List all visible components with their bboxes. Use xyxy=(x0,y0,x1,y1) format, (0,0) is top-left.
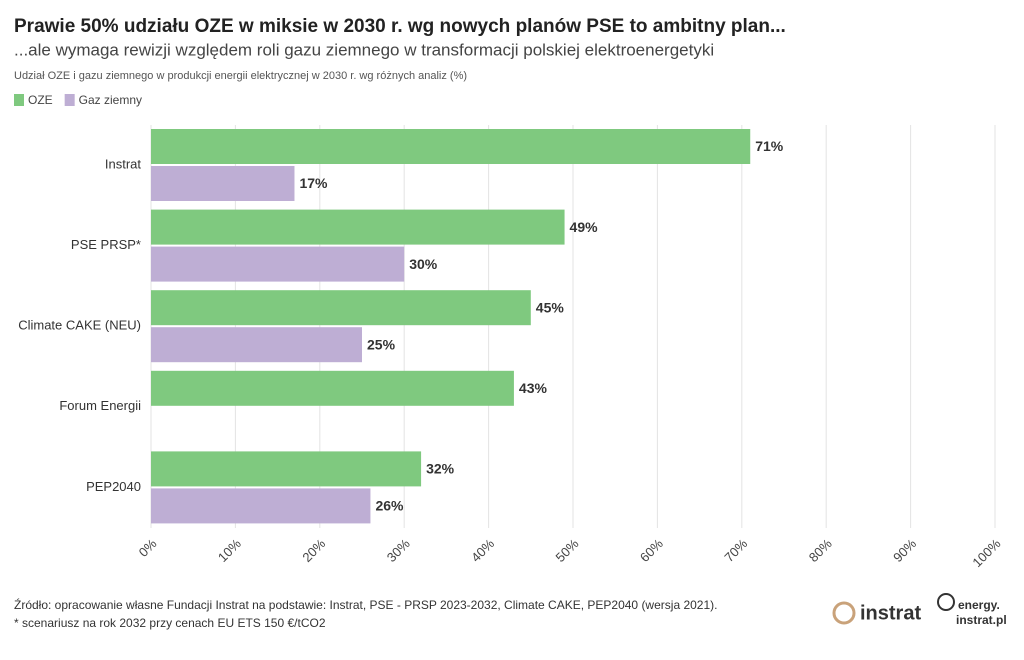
x-tick-label: 10% xyxy=(215,536,244,565)
bar xyxy=(151,129,751,164)
logo: instrat.pl xyxy=(956,613,1007,627)
note: * scenariusz na rok 2032 przy cenach EU … xyxy=(14,616,326,630)
value-label: 45% xyxy=(536,299,565,315)
logo-icon xyxy=(937,593,955,611)
legend-label: Gaz ziemny xyxy=(79,93,142,107)
x-tick-label: 50% xyxy=(553,536,582,565)
x-tick-label: 80% xyxy=(806,536,835,565)
legend-swatch xyxy=(64,94,75,106)
x-tick-label: 40% xyxy=(468,536,497,565)
x-tick-label: 30% xyxy=(384,536,413,565)
source: Źródło: opracowanie własne Fundacji Inst… xyxy=(14,597,717,612)
bar xyxy=(151,166,295,201)
value-label: 26% xyxy=(375,498,404,514)
x-tick-label: 100% xyxy=(969,536,1003,570)
value-label: 43% xyxy=(519,380,548,396)
x-tick-label: 0% xyxy=(136,536,160,560)
x-tick-label: 20% xyxy=(299,536,328,565)
y-tick-label: Forum Energii xyxy=(59,398,141,413)
y-tick-label: PEP2040 xyxy=(86,479,141,494)
axis-label: Udział OZE i gazu ziemnego w produkcji e… xyxy=(14,70,467,82)
bar xyxy=(151,246,405,282)
legend-label: OZE xyxy=(28,93,53,107)
x-tick-label: 60% xyxy=(637,536,666,565)
logo: instrat xyxy=(860,602,921,624)
x-tick-label: 90% xyxy=(890,536,919,565)
logo-icon xyxy=(832,601,856,625)
value-label: 17% xyxy=(299,175,328,191)
bar xyxy=(151,488,371,524)
value-label: 30% xyxy=(409,256,438,272)
chart-title: Prawie 50% udziału OZE w miksie w 2030 r… xyxy=(14,16,786,37)
y-tick-label: Instrat xyxy=(105,156,142,171)
bar xyxy=(151,451,422,487)
value-label: 32% xyxy=(426,461,455,477)
bar xyxy=(151,290,531,326)
chart-subtitle: ...ale wymaga rewizji względem roli gazu… xyxy=(14,40,714,59)
bar xyxy=(151,370,514,406)
logo: energy. xyxy=(958,598,1000,612)
legend-swatch xyxy=(14,94,24,106)
x-tick-label: 70% xyxy=(721,536,750,565)
bar xyxy=(151,209,565,245)
value-label: 71% xyxy=(755,138,784,154)
y-tick-label: Climate CAKE (NEU) xyxy=(18,318,141,333)
value-label: 25% xyxy=(367,336,396,352)
value-label: 49% xyxy=(570,219,599,235)
bar xyxy=(151,327,362,363)
y-tick-label: PSE PRSP* xyxy=(71,237,141,252)
